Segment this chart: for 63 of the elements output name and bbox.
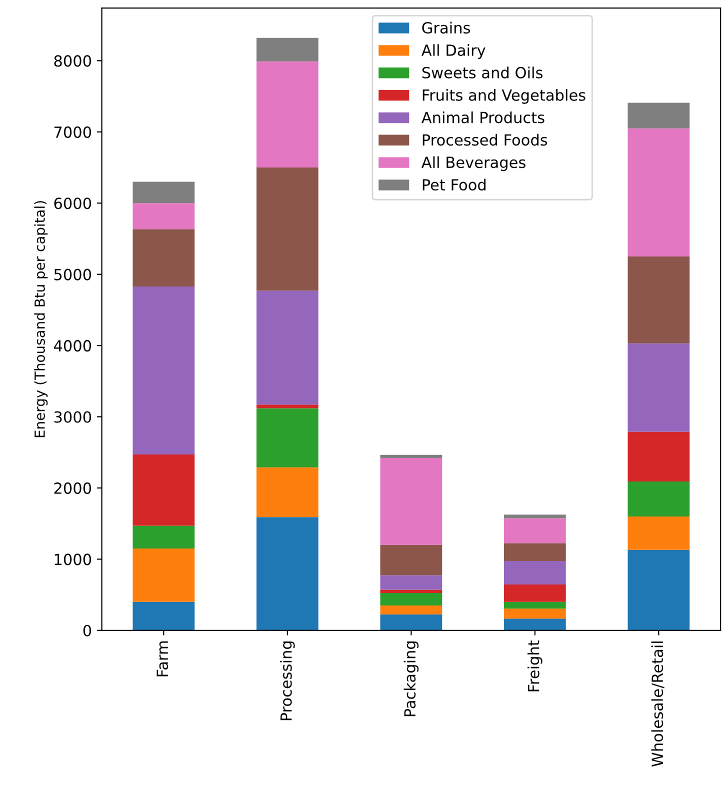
bar bbox=[504, 584, 566, 602]
legend-label: Fruits and Vegetables bbox=[422, 89, 586, 104]
bar bbox=[132, 454, 195, 526]
bar bbox=[504, 514, 566, 518]
bar bbox=[380, 605, 442, 614]
bar bbox=[132, 229, 195, 286]
bar bbox=[380, 575, 442, 590]
bar bbox=[504, 608, 566, 619]
bar bbox=[504, 543, 566, 561]
bar bbox=[380, 590, 442, 593]
bar bbox=[380, 544, 442, 576]
bar bbox=[504, 602, 566, 609]
bar bbox=[628, 516, 690, 550]
bar bbox=[628, 343, 690, 432]
bar bbox=[628, 482, 690, 516]
y-tick-label: 3000 bbox=[54, 411, 92, 423]
bar bbox=[132, 182, 195, 204]
bar bbox=[628, 128, 690, 257]
bar bbox=[132, 526, 195, 548]
bar bbox=[504, 618, 566, 630]
x-tick-label: Processing bbox=[280, 641, 295, 720]
y-tick-label: 4000 bbox=[54, 340, 92, 352]
bar bbox=[256, 61, 318, 168]
bar bbox=[380, 614, 442, 630]
bar bbox=[256, 168, 318, 291]
bar bbox=[628, 550, 690, 630]
bar bbox=[256, 404, 318, 408]
bar bbox=[380, 454, 442, 458]
y-tick-label: 1000 bbox=[54, 554, 92, 566]
x-tick-label: Packaging bbox=[404, 642, 419, 716]
y-tick-label: 5000 bbox=[54, 268, 92, 280]
legend-label: All Beverages bbox=[421, 156, 526, 172]
bar bbox=[504, 560, 566, 584]
legend-label: Grains bbox=[422, 22, 470, 34]
bar bbox=[132, 602, 195, 630]
legend-label: Pet Food bbox=[422, 178, 486, 191]
bar bbox=[132, 286, 195, 454]
bar bbox=[256, 408, 318, 468]
legend-label: Processed Foods bbox=[422, 134, 548, 146]
y-tick-label: 6000 bbox=[54, 198, 92, 210]
x-tick-label: Wholesale/Retail bbox=[651, 642, 664, 767]
bar bbox=[628, 432, 690, 482]
legend-label: All Dairy bbox=[421, 44, 486, 59]
x-tick-label: Freight bbox=[528, 640, 542, 692]
bar bbox=[256, 467, 318, 518]
y-tick-label: 7000 bbox=[54, 126, 92, 138]
bar bbox=[256, 290, 318, 405]
bar bbox=[256, 38, 318, 62]
y-axis-title: Energy (Thousand Btu per capital) bbox=[34, 201, 48, 438]
bar bbox=[628, 256, 690, 344]
y-tick-label: 0 bbox=[83, 624, 92, 636]
bar bbox=[380, 458, 442, 545]
bar bbox=[504, 518, 566, 544]
y-tick-label: 2000 bbox=[54, 482, 92, 494]
bar bbox=[132, 203, 195, 230]
legend-label: Sweets and Oils bbox=[422, 66, 542, 78]
bar bbox=[256, 517, 318, 630]
bar bbox=[132, 548, 195, 602]
x-tick-label: Farm bbox=[156, 641, 168, 676]
bar bbox=[380, 593, 442, 606]
bar bbox=[628, 102, 690, 128]
legend-label: Animal Products bbox=[421, 111, 544, 124]
y-tick-label: 8000 bbox=[54, 55, 92, 67]
